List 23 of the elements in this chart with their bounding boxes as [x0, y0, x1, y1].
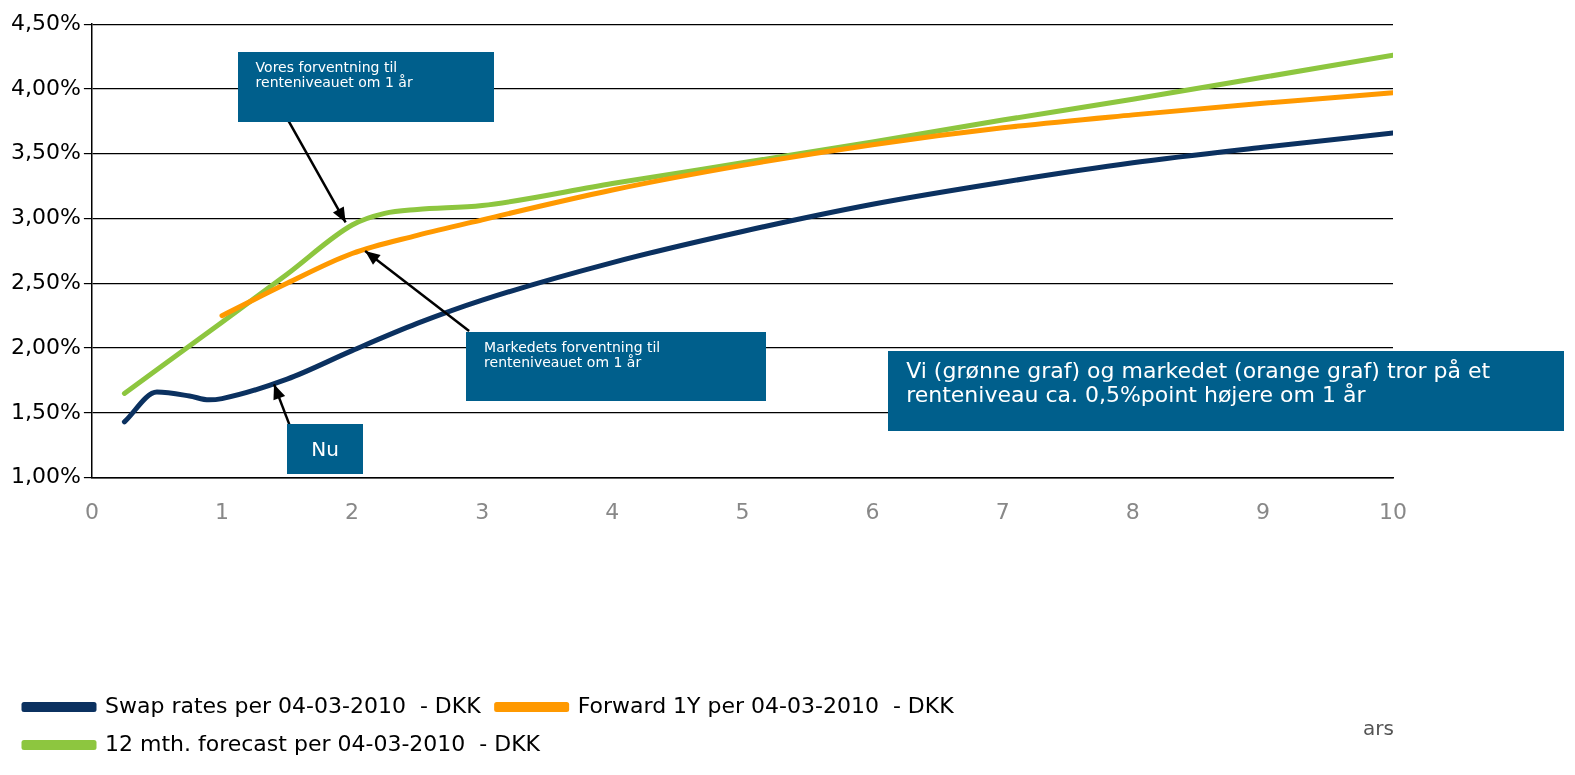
legend-label: 12 mth. forecast per 04-03-2010 - DKK	[105, 730, 541, 756]
x-tick-label: 9	[1255, 498, 1270, 524]
x-tick-label: 6	[865, 498, 880, 524]
x-tick-label: 0	[84, 498, 99, 524]
x-tick-label: 4	[605, 498, 620, 524]
y-tick-label: 2,00%	[11, 333, 81, 359]
x-tick-label: 5	[735, 498, 750, 524]
legend-label: Swap rates per 04-03-2010 - DKK	[105, 692, 482, 718]
y-tick-label: 3,00%	[11, 204, 81, 230]
x-tick-label: 8	[1125, 498, 1140, 524]
y-tick-label: 1,00%	[11, 463, 81, 489]
x-tick-label: 7	[995, 498, 1010, 524]
text: ars	[1363, 716, 1394, 740]
y-tick-label: 2,50%	[11, 269, 81, 294]
legend-label: Forward 1Y per 04-03-2010 - DKK	[577, 692, 955, 718]
y-tick-label: 4,50%	[11, 9, 81, 35]
y-tick-label: 4,00%	[11, 74, 81, 100]
x-tick-label: 1	[215, 498, 229, 524]
x-tick-label: 10	[1379, 498, 1407, 524]
y-tick-label: 3,50%	[11, 139, 81, 165]
y-tick-label: 1,50%	[11, 398, 81, 424]
x-tick-label: 3	[475, 498, 490, 524]
x-tick-label: 2	[345, 498, 360, 524]
